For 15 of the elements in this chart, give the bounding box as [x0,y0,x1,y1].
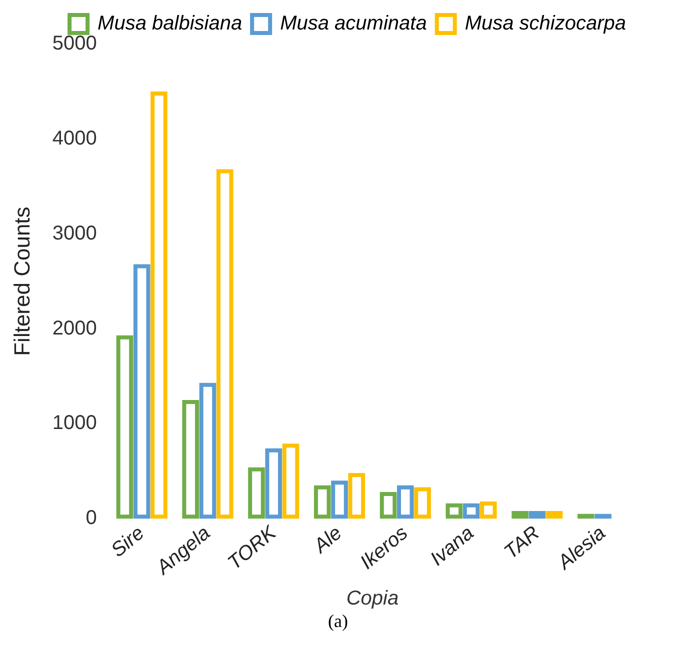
y-tick-label: 1000 [52,412,97,434]
y-tick-label: 5000 [52,32,97,55]
legend-label: Musa schizocarpa [464,12,626,35]
legend-label: Musa balbisiana [98,12,242,35]
x-tick-label: Ale [309,522,346,558]
y-tick-label: 0 [86,507,97,530]
y-tick-label: 4000 [52,127,97,150]
x-tick-label: TAR [500,522,544,564]
x-axis-title: Copia [346,588,399,610]
y-tick-label: 2000 [52,317,97,340]
y-axis-title: Filtered Counts [9,206,34,356]
text: (a) [327,611,349,632]
x-tick-label: Sire [107,522,149,562]
y-tick-label: 3000 [52,222,97,244]
legend-label: Musa acuminata [280,12,427,35]
